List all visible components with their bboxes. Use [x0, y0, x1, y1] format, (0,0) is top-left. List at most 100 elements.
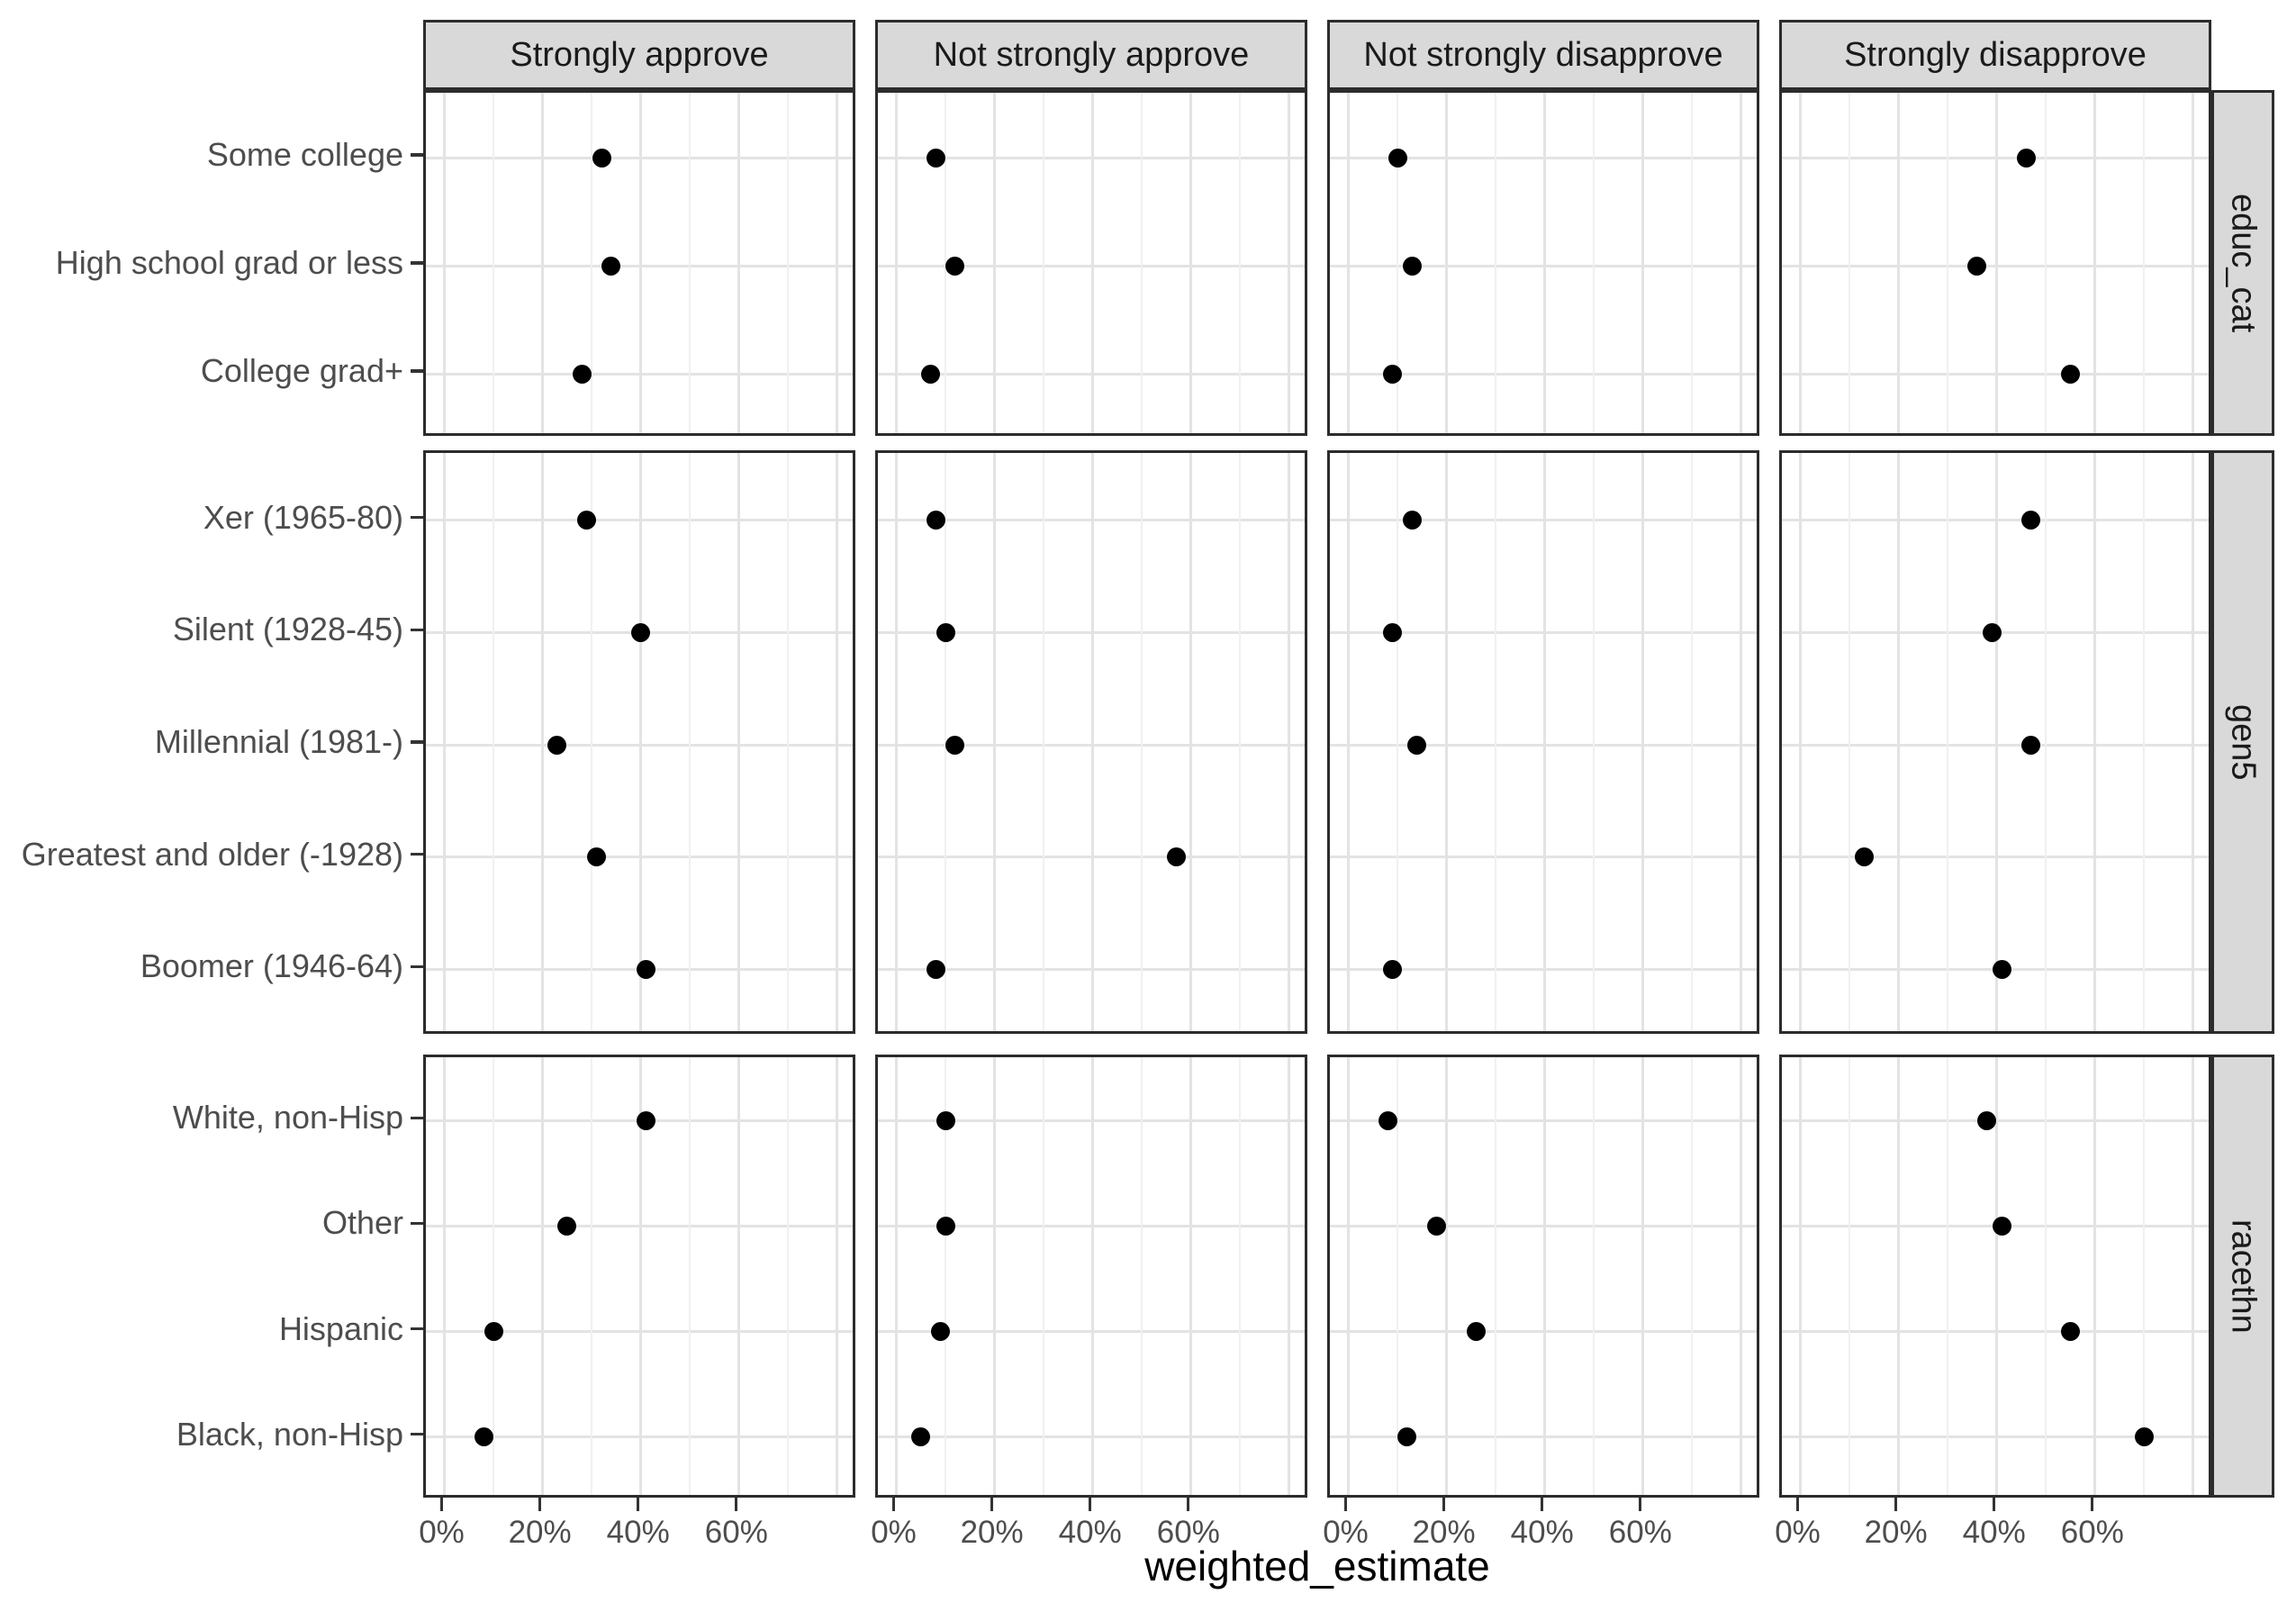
data-point [1397, 1427, 1417, 1447]
facet-row-label: racethn [2224, 1218, 2263, 1334]
gridline-vertical-major [737, 1057, 741, 1495]
gridline-vertical-major [1740, 453, 1743, 1031]
gridline-vertical-minor [493, 453, 495, 1031]
data-point [945, 735, 965, 755]
gridline-vertical-minor [689, 453, 692, 1031]
data-point [1383, 622, 1403, 642]
gridline-vertical-major [1189, 453, 1193, 1031]
gridline-vertical-minor [787, 93, 790, 433]
x-axis-tick-label: 20% [1412, 1515, 1476, 1550]
gridline-vertical-major [1995, 453, 1999, 1031]
facet-column-strip: Not strongly disapprove [1327, 20, 1759, 90]
gridline-horizontal [1330, 264, 1757, 267]
x-axis-tick-label: 60% [2060, 1515, 2124, 1550]
facet-row-strip: educ_cat [2211, 90, 2274, 436]
gridline-vertical-major [836, 93, 839, 433]
data-point [592, 148, 611, 168]
data-point [1407, 735, 1427, 755]
gridline-vertical-minor [1947, 1057, 1949, 1495]
gridline-vertical-major [1445, 93, 1449, 433]
x-tick-mark [891, 1498, 896, 1511]
x-tick-mark [1993, 1498, 1996, 1511]
data-point [2016, 148, 2036, 168]
gridline-horizontal [1330, 156, 1757, 159]
facet-column-label: Strongly disapprove [1844, 35, 2147, 74]
gridline-vertical-major [639, 1057, 643, 1495]
gridline-vertical-major [1347, 93, 1350, 433]
data-point [911, 1427, 931, 1447]
data-point [926, 959, 945, 979]
gridline-vertical-major [895, 1057, 898, 1495]
gridline-horizontal [878, 630, 1305, 634]
y-tick-mark [411, 1433, 423, 1436]
y-axis-label: Boomer (1946-64) [140, 947, 403, 985]
gridline-horizontal [426, 372, 853, 376]
data-point [2061, 364, 2081, 384]
gridline-horizontal [878, 156, 1305, 159]
gridline-horizontal [426, 1435, 853, 1439]
x-tick-mark [1795, 1498, 1800, 1511]
data-point [1383, 959, 1403, 979]
panel [1327, 1055, 1759, 1498]
data-point [926, 511, 945, 530]
gridline-horizontal [1330, 372, 1757, 376]
gridline-vertical-minor [1043, 453, 1045, 1031]
gridline-horizontal [426, 743, 853, 747]
x-axis-tick-label: 40% [1962, 1515, 2026, 1550]
y-axis-label: White, non-Hisp [172, 1099, 403, 1137]
gridline-vertical-minor [2143, 453, 2146, 1031]
gridline-vertical-major [993, 93, 997, 433]
data-point [1402, 511, 1422, 530]
gridline-vertical-minor [2045, 93, 2047, 433]
x-axis-tick-label: 40% [606, 1515, 670, 1550]
gridline-vertical-minor [945, 1057, 947, 1495]
gridline-vertical-major [895, 453, 898, 1031]
data-point [1977, 1110, 1997, 1130]
panel [875, 90, 1307, 436]
gridline-vertical-major [1799, 453, 1802, 1031]
gridline-vertical-major [1799, 1057, 1802, 1495]
data-point [1383, 364, 1403, 384]
y-tick-mark [411, 628, 423, 631]
gridline-horizontal [1782, 1435, 2209, 1439]
y-tick-mark [411, 1116, 423, 1119]
gridline-vertical-minor [493, 93, 495, 433]
facet-row-label: educ_cat [2224, 193, 2263, 333]
y-tick-mark [411, 153, 423, 157]
x-axis-tick-label: 20% [960, 1515, 1024, 1550]
gridline-horizontal [1330, 967, 1757, 971]
gridline-vertical-major [2192, 93, 2195, 433]
data-point [1402, 256, 1422, 276]
gridline-vertical-minor [1947, 93, 1949, 433]
gridline-vertical-major [993, 453, 997, 1031]
gridline-horizontal [1782, 264, 2209, 267]
gridline-horizontal [1782, 743, 2209, 747]
x-tick-mark [2091, 1498, 2094, 1511]
data-point [557, 1216, 577, 1236]
gridline-vertical-minor [1691, 453, 1694, 1031]
gridline-vertical-minor [689, 1057, 692, 1495]
gridline-vertical-major [1445, 1057, 1449, 1495]
panel [423, 450, 855, 1034]
gridline-horizontal [426, 856, 853, 859]
y-tick-mark [411, 740, 423, 744]
gridline-vertical-major [737, 453, 741, 1031]
gridline-vertical-major [443, 453, 446, 1031]
data-point [1388, 148, 1407, 168]
gridline-vertical-major [639, 453, 643, 1031]
data-point [921, 364, 941, 384]
gridline-horizontal [1330, 856, 1757, 859]
gridline-vertical-minor [1495, 1057, 1497, 1495]
gridline-horizontal [426, 264, 853, 267]
gridline-horizontal [1782, 372, 2209, 376]
facet-row-strip: gen5 [2211, 450, 2274, 1034]
gridline-vertical-major [1740, 1057, 1743, 1495]
x-axis-tick-label: 20% [508, 1515, 572, 1550]
x-tick-mark [1343, 1498, 1348, 1511]
gridline-vertical-major [639, 93, 643, 433]
x-tick-mark [1639, 1498, 1642, 1511]
gridline-vertical-major [1091, 93, 1095, 433]
data-point [577, 511, 597, 530]
y-axis-label: Other [321, 1204, 403, 1242]
x-axis-tick-label: 60% [704, 1515, 768, 1550]
